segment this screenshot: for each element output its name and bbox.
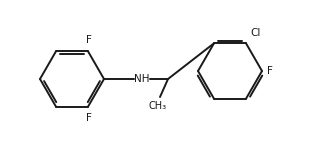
Text: Cl: Cl	[250, 28, 260, 38]
Text: F: F	[86, 35, 92, 45]
Text: CH₃: CH₃	[149, 101, 167, 111]
Text: NH: NH	[134, 74, 150, 84]
Text: F: F	[267, 66, 273, 76]
Text: F: F	[86, 113, 92, 123]
